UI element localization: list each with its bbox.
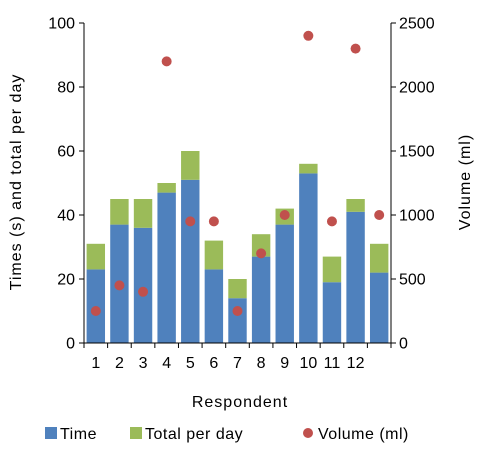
x-tick-label: 9 (280, 355, 289, 372)
bar-total-per-day-12 (346, 199, 365, 212)
x-tick-label: 2 (115, 355, 124, 372)
bar-total-per-day-2 (110, 199, 129, 225)
x-tick-label: 6 (209, 355, 218, 372)
y-tick-label: 80 (57, 80, 75, 97)
y-tick-label: 100 (48, 16, 75, 33)
x-tick-label: 3 (139, 355, 148, 372)
y-tick-label: 40 (57, 208, 75, 225)
x-tick-label: 10 (299, 355, 317, 372)
bar-total-per-day-1 (86, 243, 106, 270)
point-volume-7 (232, 306, 243, 316)
legend-label-volume: Volume (ml) (318, 426, 409, 443)
y-tick-label: 20 (57, 272, 75, 289)
bar-time-7 (228, 298, 247, 343)
bar-total-per-day-13 (369, 243, 389, 273)
bar-time-12 (346, 211, 365, 343)
x-tick-label: 12 (347, 355, 365, 372)
bar-total-per-day-7 (228, 279, 247, 299)
x-tick-label: 8 (257, 355, 266, 372)
bar-time-13 (369, 272, 389, 343)
y2-tick-label: 1000 (399, 208, 435, 225)
point-volume-5 (185, 216, 196, 227)
y2-tick-label: 500 (399, 272, 426, 289)
legend-label-total-per-day: Total per day (145, 426, 243, 443)
bar-time-9 (275, 224, 294, 343)
legend-swatch-total-per-day (130, 427, 142, 439)
y-tick-label: 0 (66, 336, 75, 353)
y2-tick-label: 0 (399, 336, 408, 353)
bar-time-4 (157, 192, 176, 343)
point-volume-10 (303, 30, 314, 41)
x-tick-label: 4 (162, 355, 171, 372)
x-tick-label: 1 (91, 355, 100, 372)
y-tick-label: 60 (57, 144, 75, 161)
y2-tick-label: 2000 (399, 80, 435, 97)
x-tick-label: 5 (186, 355, 195, 372)
bar-time-3 (133, 227, 153, 343)
bar-total-per-day-4 (157, 183, 176, 193)
bar-time-8 (251, 256, 271, 343)
point-volume-3 (138, 286, 149, 297)
y2-tick-label: 2500 (399, 16, 435, 33)
point-volume-12 (350, 43, 361, 54)
x-tick-label: 11 (324, 355, 341, 372)
bar-time-5 (181, 179, 200, 343)
point-volume-6 (208, 216, 219, 227)
bar-time-6 (204, 269, 224, 343)
point-volume-11 (326, 216, 337, 227)
point-volume-9 (279, 210, 290, 220)
legend-swatch-time (45, 427, 57, 439)
legend-marker-volume (303, 428, 313, 438)
legend-label-time: Time (60, 426, 97, 443)
x-axis-title: Respondent (192, 394, 288, 411)
x-tick-label: 7 (233, 355, 242, 372)
y-axis-title: Times (s) and total per day (8, 74, 25, 291)
y2-tick-label: 1500 (399, 144, 435, 161)
points-layer (90, 30, 385, 316)
point-volume-4 (161, 56, 172, 67)
y2-axis-title: Volume (ml) (457, 134, 474, 230)
bar-time-10 (299, 173, 318, 343)
axes-layer (83, 23, 392, 344)
bar-total-per-day-10 (299, 163, 318, 174)
legend: Time Total per day Volume (ml) (45, 426, 409, 443)
bar-total-per-day-11 (322, 256, 342, 283)
point-volume-2 (114, 280, 125, 291)
bar-total-per-day-8 (251, 234, 271, 257)
point-volume-8 (256, 248, 267, 259)
point-volume-1 (90, 306, 101, 316)
point-volume-13 (374, 210, 385, 220)
bar-total-per-day-3 (133, 199, 153, 228)
bar-total-per-day-6 (204, 240, 224, 270)
bar-time-11 (322, 282, 342, 343)
bar-total-per-day-5 (181, 151, 200, 180)
